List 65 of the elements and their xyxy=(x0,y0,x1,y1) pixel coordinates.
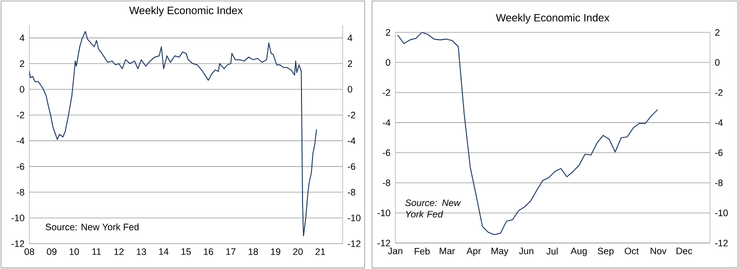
y2-tick-label: 2 xyxy=(348,60,352,67)
x-tick-label: 19 xyxy=(271,248,280,255)
y-tick-label: 2 xyxy=(20,60,24,67)
y-tick-label: -2 xyxy=(382,89,390,96)
y-tick-label: -4 xyxy=(16,138,24,144)
x-tick-label: 21 xyxy=(316,248,326,255)
y-tick-label: -10 xyxy=(378,210,390,216)
x-tick-label: Feb xyxy=(414,248,430,255)
y-tick-label: -6 xyxy=(16,163,24,170)
x-tick-label: 20 xyxy=(293,248,303,255)
y2-tick-label: -10 xyxy=(348,214,361,222)
x-tick-label: 17 xyxy=(226,248,236,255)
x-tick-label: 15 xyxy=(182,248,191,255)
x-tick-label: 14 xyxy=(159,248,169,255)
y2-tick-label: -6 xyxy=(715,149,723,156)
x-tick-label: Jul xyxy=(546,248,558,255)
line-series xyxy=(397,32,658,236)
y2-tick-label: 0 xyxy=(348,86,352,93)
y-tick-label: -2 xyxy=(16,112,24,118)
y2-tick-label: 0 xyxy=(715,59,720,66)
x-tick-label: 18 xyxy=(248,248,258,255)
y2-tick-label: 4 xyxy=(348,34,352,42)
y2-tick-label: -12 xyxy=(348,240,360,247)
x-tick-label: May xyxy=(492,248,508,256)
y2-tick-label: -4 xyxy=(715,119,723,126)
y2-tick-label: -2 xyxy=(348,112,356,118)
x-tick-label: 09 xyxy=(46,248,56,255)
x-tick-label: 10 xyxy=(70,248,79,255)
x-tick-label: Sep xyxy=(598,248,614,256)
y2-tick-label: -8 xyxy=(715,180,723,186)
y2-tick-label: -4 xyxy=(348,138,356,144)
y-tick-label: -4 xyxy=(382,119,390,126)
y-tick-label: 0 xyxy=(386,59,390,66)
x-tick-label: Nov xyxy=(650,248,667,254)
y-tick-label: -6 xyxy=(382,149,390,156)
x-tick-label: Dec xyxy=(676,248,692,254)
x-tick-label: 08 xyxy=(24,248,34,255)
x-tick-label: 13 xyxy=(136,248,146,255)
x-tick-label: Jun xyxy=(519,248,534,254)
y-tick-label: 0 xyxy=(20,86,24,93)
y-tick-label: -8 xyxy=(16,188,24,196)
y2-tick-label: -12 xyxy=(715,240,728,246)
x-tick-label: Jan xyxy=(388,248,402,254)
y-tick-label: -10 xyxy=(12,214,24,222)
x-tick-label: Apr xyxy=(466,248,481,256)
x-tick-label: 11 xyxy=(92,248,101,255)
y2-tick-label: -2 xyxy=(715,89,723,96)
x-tick-label: Aug xyxy=(570,248,587,256)
x-tick-label: 16 xyxy=(204,248,214,255)
y-tick-label: 2 xyxy=(386,29,390,36)
x-tick-label: Mar xyxy=(440,248,455,254)
x-tick-label: 12 xyxy=(114,248,124,255)
y2-tick-label: 2 xyxy=(715,29,720,36)
y-tick-label: -8 xyxy=(382,180,390,186)
y2-tick-label: -8 xyxy=(348,188,356,196)
y2-tick-label: -6 xyxy=(348,163,356,170)
annotation: Source: New York Fed xyxy=(46,223,139,230)
annotation: Source: New York Fed xyxy=(405,200,462,218)
chart-title: Weekly Economic Index xyxy=(129,6,243,16)
y-tick-label: 4 xyxy=(20,34,24,42)
x-tick-label: Oct xyxy=(624,248,639,254)
y-tick-label: -12 xyxy=(378,240,390,246)
y-tick-label: -12 xyxy=(12,240,24,247)
y2-tick-label: -10 xyxy=(715,210,728,216)
chart-title: Weekly Economic Index xyxy=(496,14,610,24)
